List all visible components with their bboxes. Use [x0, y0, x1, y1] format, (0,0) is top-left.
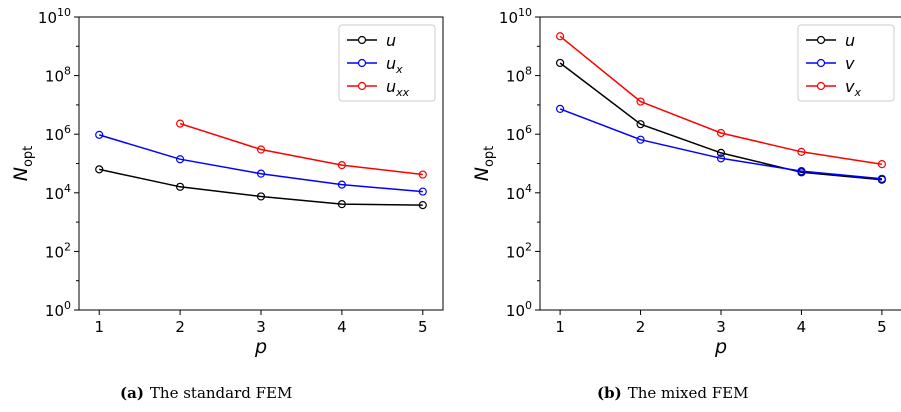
chart-panel-b: 1 2 3 4 5 100 102 104 106 108 1010 p Nopt uv vx [471, 6, 901, 358]
y-tick-label: 102 [506, 240, 532, 261]
y-axis-label: Nopt [471, 146, 497, 182]
data-point [95, 130, 104, 139]
data-point [337, 161, 346, 170]
legend-label: uxx [386, 77, 410, 99]
legend-label: vx [845, 77, 861, 99]
x-tick-label: 2 [175, 318, 185, 336]
data-point [418, 170, 427, 179]
caption-tag: (a) [120, 384, 144, 402]
data-point [636, 120, 645, 129]
series-line-2 [179, 122, 423, 176]
legend-box [797, 24, 895, 102]
data-point [176, 155, 185, 164]
data-point [636, 135, 645, 144]
x-tick-label: 4 [337, 318, 347, 336]
series-line-1 [559, 108, 882, 180]
legend-marker [816, 58, 826, 68]
data-point [556, 32, 565, 41]
y-tick-label: 108 [45, 65, 71, 86]
legend-marker [357, 35, 367, 45]
data-point [877, 160, 886, 169]
data-point [716, 154, 726, 163]
data-point [176, 182, 185, 191]
legend-label: v [845, 54, 855, 73]
legend: uv vx [797, 24, 895, 102]
legend-label: u [845, 31, 855, 50]
x-axis-label: p [254, 336, 267, 358]
y-tick-label: 1010 [38, 6, 71, 27]
data-point [556, 58, 565, 68]
data-point [256, 192, 266, 201]
x-axis-label: p [714, 336, 727, 358]
legend-marker [816, 35, 826, 45]
y-tick-label: 100 [506, 299, 532, 320]
legend-box [338, 24, 436, 102]
series-line-0 [559, 62, 882, 181]
data-point [556, 104, 565, 114]
data-point [337, 180, 346, 189]
y-tick-label: 102 [45, 240, 71, 261]
data-point [797, 147, 806, 156]
data-point [877, 174, 886, 183]
data-point [176, 119, 185, 128]
y-tick-label: 106 [506, 123, 532, 144]
y-axis-label: Nopt [10, 146, 36, 182]
y-tick-label: 104 [506, 182, 532, 203]
data-point [256, 169, 266, 178]
series-line-2 [559, 35, 883, 165]
data-point [636, 97, 645, 106]
data-point [716, 128, 726, 138]
legend-marker [357, 58, 367, 68]
data-point [716, 148, 726, 158]
y-tick-label: 100 [45, 299, 71, 320]
y-tick-label: 108 [506, 65, 532, 86]
x-tick-label: 1 [555, 318, 565, 336]
data-point [418, 201, 427, 210]
data-point [797, 167, 806, 176]
legend-marker [816, 81, 826, 91]
data-point [418, 187, 427, 196]
x-tick-label: 1 [94, 318, 104, 336]
caption-b: (b) The mixed FEM [597, 384, 748, 402]
x-tick-label: 4 [797, 318, 807, 336]
legend-label: u [386, 31, 396, 50]
data-point [337, 200, 346, 209]
data-point [95, 165, 104, 174]
x-tick-label: 5 [418, 318, 428, 336]
y-tick-label: 104 [45, 182, 71, 203]
x-tick-label: 3 [256, 318, 266, 336]
legend-label: ux [386, 54, 403, 76]
x-tick-label: 2 [636, 318, 646, 336]
series-line-0 [99, 168, 423, 206]
x-tick-label: 3 [716, 318, 726, 336]
series-line-1 [98, 134, 423, 193]
y-tick-label: 106 [45, 123, 71, 144]
caption-a: (a) The standard FEM [120, 384, 292, 402]
caption-tag: (b) [597, 384, 622, 402]
legend-marker [357, 81, 367, 91]
caption-text: The mixed FEM [627, 384, 749, 402]
x-tick-label: 5 [877, 318, 887, 336]
data-point [256, 145, 266, 154]
y-tick-label: 1010 [499, 6, 532, 27]
caption-text: The standard FEM [149, 384, 293, 402]
